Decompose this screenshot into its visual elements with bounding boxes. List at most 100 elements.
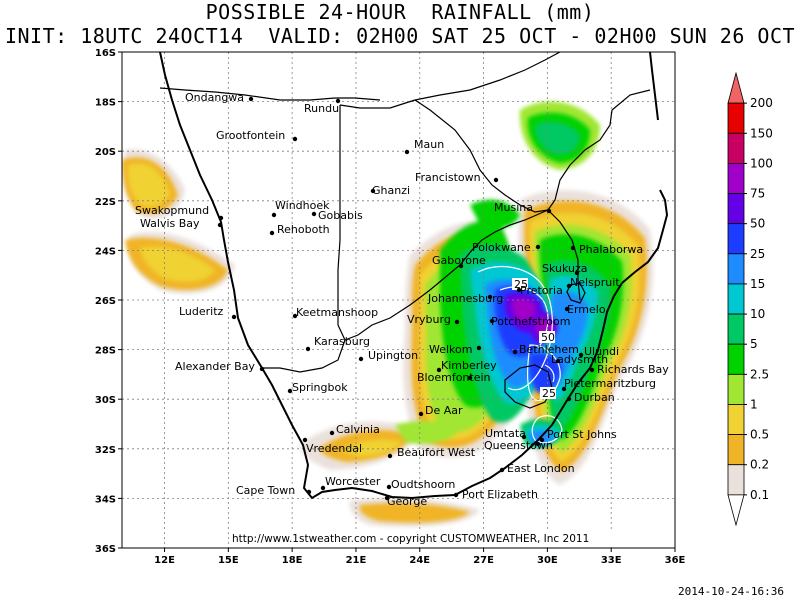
city-dot [305,346,311,352]
map-title: POSSIBLE 24-HOUR RAINFALL (mm) [205,0,595,24]
city-label: Polokwane [472,241,531,254]
timestamp: 2014-10-24-16:36 [678,585,784,598]
city-label: Nelspruit [570,276,620,289]
city-dot [555,358,561,364]
colorbar-swatch [727,162,745,194]
colorbar-swatch [727,404,745,436]
city-dot [287,388,293,394]
city-label: George [387,495,427,508]
city-dot [453,492,459,498]
colorbar-swatch [727,373,745,405]
city-label: Port Elizabeth [462,488,538,501]
city-dot [493,177,499,183]
rainfall-colorbar: 200 150 100 75 50 25 15 10 5 2.5 1 0.5 0.2 0.1 [727,71,773,527]
colorbar-swatch [727,434,745,466]
city-dot [292,136,298,142]
city-label: Ondangwa [185,91,244,104]
colorbar-label: 5 [750,337,758,351]
lat-label: 36S [95,544,116,555]
contour-label-25-north: 25 [514,278,528,291]
city-label: De Aar [425,404,463,417]
lon-label: 30E [537,555,558,566]
city-label: Johannesburg [427,292,503,305]
city-dot [570,245,576,251]
colorbar-swatch [727,102,745,134]
lat-label: 28S [95,346,116,357]
colorbar-label: 0.5 [750,428,769,442]
lon-label: 33E [601,555,622,566]
colorbar-bottom-arrow [727,494,745,527]
city-dot [535,441,541,447]
city-dot [329,430,335,436]
city-label: Bethlehem [519,343,579,356]
city-label: Potchefstroom [491,315,570,328]
city-label: Kimberley [441,359,497,372]
city-label: Rehoboth [277,223,330,236]
colorbar-label: 1 [750,397,758,411]
map-subtitle: INIT: 18UTC 24OCT14 VALID: 02H00 SAT 25 … [4,24,796,48]
city-dot [335,98,341,104]
lat-label: 24S [95,246,116,257]
city-dot [512,349,518,355]
city-dot [546,208,552,214]
city-markers: Ondangwa Rundu Grootfontein Maun Francistown… [135,91,669,508]
city-label: Beaufort West [397,446,476,459]
city-dot [259,366,265,372]
colorbar-label: 10 [750,307,765,321]
city-dot [476,345,482,351]
city-label: Walvis Bay [140,217,200,230]
colorbar-label: 50 [750,217,765,231]
lat-label: 20S [95,147,116,158]
city-label: Richards Bay [597,363,669,376]
city-label: Upington [368,349,418,362]
city-dot [320,485,326,491]
colorbar-label: 0.2 [750,458,769,472]
city-label: Keetmanshoop [296,306,378,319]
borders [159,52,669,500]
city-label: East London [507,462,575,475]
city-label: Phalaborwa [579,243,643,256]
lat-label: 16S [95,48,116,59]
lat-label: 34S [95,494,116,505]
city-dot [248,96,254,102]
city-dot [404,149,410,155]
city-label: Vredendal [306,442,362,455]
colorbar-swatch [727,253,745,285]
colorbar-label: 75 [750,187,765,201]
city-dot [218,215,224,221]
city-dot [302,437,308,443]
city-dot [386,484,392,490]
city-label: Swakopmund [135,204,209,217]
city-label: Ermelo [567,303,606,316]
city-dot [574,270,580,276]
lat-label: 26S [95,296,116,307]
city-label: Oudtshoorn [391,478,455,491]
colorbar-label: 200 [750,96,773,110]
city-dot [489,318,495,324]
city-dot [370,188,376,194]
contour-labels: 25 50 25 [512,278,556,400]
contour-label-50: 50 [541,331,555,344]
lon-label: 36E [665,555,686,566]
city-dot [217,222,223,228]
lon-label: 15E [218,555,239,566]
city-label: Alexander Bay [175,360,255,373]
city-dot [521,434,527,440]
colorbar-label: 100 [750,156,773,170]
city-label: Windhoek [275,199,330,212]
colorbar-swatch [727,193,745,225]
city-label: Karasburg [314,335,370,348]
city-label: Grootfontein [216,129,285,142]
city-dot [566,396,572,402]
city-label: Ladysmith [551,353,608,366]
city-dot [487,294,493,300]
colorbar-label: 2.5 [750,367,769,381]
city-label: Worcester [325,475,381,488]
city-label: Gobabis [318,209,363,222]
city-dot [436,367,442,373]
colorbar-label: 0.1 [750,488,769,502]
city-dot [458,263,464,269]
city-label: Ghanzi [372,184,410,197]
city-label: Luderitz [179,305,224,318]
city-dot [535,244,541,250]
